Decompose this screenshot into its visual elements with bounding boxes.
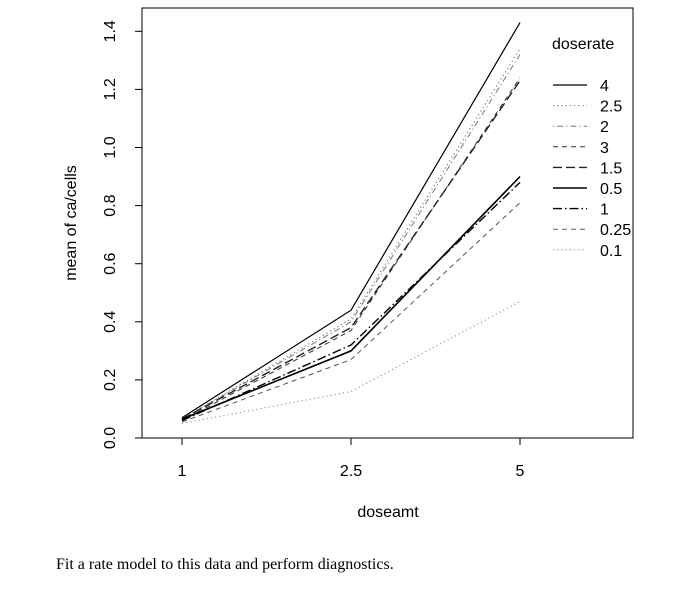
series-line-1-5 <box>181 80 521 420</box>
series-line-2-5 <box>181 48 521 420</box>
series-line-0-25 <box>181 202 521 423</box>
x-tick-label: 1 <box>178 463 187 480</box>
y-axis: 0.0 0.2 0.4 0.6 0.8 1.0 1.2 1.4 <box>102 20 143 449</box>
y-axis-label: mean of ca/cells <box>63 165 80 281</box>
series-line-2 <box>181 54 521 420</box>
x-axis-label: doseamt <box>357 504 419 521</box>
x-tick-label: 5 <box>516 463 525 480</box>
y-tick-label: 1.0 <box>102 136 119 158</box>
y-tick-label: 0.8 <box>102 194 119 216</box>
legend-label: 3 <box>600 140 609 157</box>
legend: doserate 4 2.5 2 3 1.5 0.5 1 0.25 0.1 <box>552 36 631 260</box>
series-line-0-1 <box>181 301 521 424</box>
legend-label: 2 <box>600 119 609 136</box>
series-lines <box>181 22 521 424</box>
series-line-4 <box>181 22 521 419</box>
y-tick-label: 1.4 <box>102 20 119 42</box>
legend-label: 1.5 <box>600 160 622 177</box>
legend-label: 4 <box>600 78 609 95</box>
x-tick-label: 2.5 <box>340 463 362 480</box>
legend-label: 0.25 <box>600 222 631 239</box>
series-line-1 <box>181 181 521 422</box>
y-tick-label: 0.6 <box>102 252 119 274</box>
y-tick-label: 0.2 <box>102 369 119 391</box>
series-line-0-5 <box>181 176 521 420</box>
y-tick-label: 0.4 <box>102 311 119 333</box>
plot-frame <box>141 7 634 439</box>
y-tick-label: 1.2 <box>102 78 119 100</box>
legend-label: 0.5 <box>600 181 622 198</box>
legend-title: doserate <box>552 36 614 53</box>
x-axis: 1 2.5 5 <box>178 437 525 480</box>
y-tick-label: 0.0 <box>102 427 119 449</box>
figure-caption: Fit a rate model to this data and perfor… <box>56 556 394 573</box>
legend-label: 0.1 <box>600 243 622 260</box>
legend-label: 2.5 <box>600 99 622 116</box>
series-line-3 <box>181 77 521 422</box>
legend-label: 1 <box>600 202 609 219</box>
line-chart: 0.00.20.40.60.81.01.21.4 1 2.5 5 doserate … <box>63 7 634 521</box>
